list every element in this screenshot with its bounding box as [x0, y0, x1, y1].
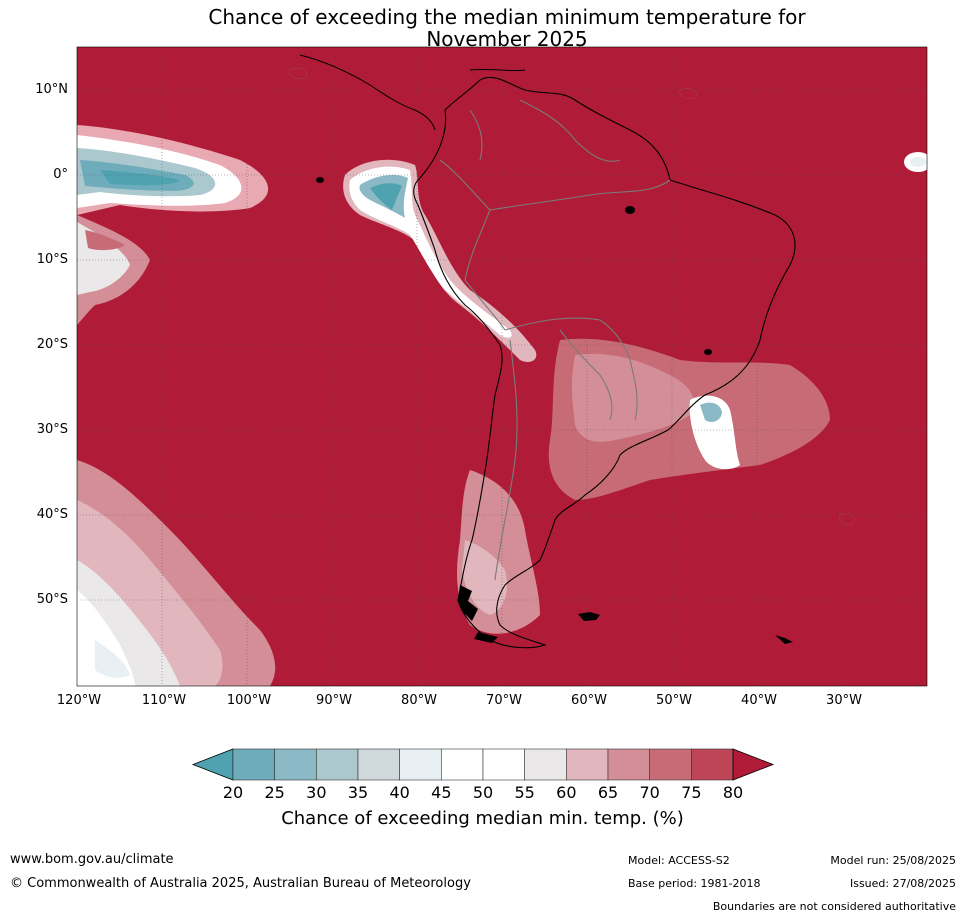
colorbar-title: Chance of exceeding median min. temp. (%… [281, 808, 684, 829]
colorbar-cell [316, 748, 359, 781]
coastal-peru-anomaly [343, 159, 537, 362]
lon-label-30w: 30°W [826, 693, 862, 708]
model-name: Model: ACCESS-S2 [628, 854, 730, 867]
boundary-disclaimer: Boundaries are not considered authoritat… [712, 900, 956, 913]
lon-label-40w: 40°W [741, 693, 777, 708]
colorbar-cell [566, 748, 609, 781]
colorbar-cell [232, 748, 275, 781]
colorbar-tick-label: 40 [389, 783, 410, 802]
base-period: Base period: 1981-2018 [628, 877, 761, 890]
colorbar-cell [399, 748, 442, 781]
south-america-coastline [413, 76, 796, 649]
map-frame [76, 46, 928, 687]
colorbar-tick-label: 45 [431, 783, 452, 802]
lat-label-0: 0° [53, 167, 68, 182]
colorbar-arrow-low [191, 748, 234, 781]
chart-title-line-2: November 2025 [426, 27, 588, 51]
falkland-islands [578, 612, 600, 621]
lat-label-20s: 20°S [36, 337, 68, 352]
colorbar-tick-label: 35 [347, 783, 369, 802]
colorbar-cell [357, 748, 400, 781]
colorbar-cell [649, 748, 692, 781]
colorbar-cell [607, 748, 650, 781]
equatorial-pacific-anomaly [77, 125, 269, 325]
colorbar-cell [441, 748, 484, 781]
lon-label-90w: 90°W [316, 693, 352, 708]
lat-label-10s: 10°S [36, 252, 68, 267]
colorbar-cell [691, 748, 734, 781]
lat-label-30s: 30°S [36, 422, 68, 437]
colorbar-tick-label: 60 [556, 783, 577, 802]
lon-label-60w: 60°W [571, 693, 607, 708]
colorbar-cell [524, 748, 567, 781]
copyright-notice: © Commonwealth of Australia 2025, Austra… [10, 876, 471, 891]
colorbar-tick-label: 80 [722, 783, 744, 802]
chart-title-line-1: Chance of exceeding the median minimum t… [208, 5, 806, 29]
website-url[interactable]: www.bom.gov.au/climate [10, 852, 174, 867]
country-borders [439, 99, 671, 581]
lat-label-50s: 50°S [36, 592, 68, 607]
colorbar-tick-label: 65 [597, 783, 619, 802]
colorbar-tick-label: 55 [514, 783, 535, 802]
colorbar-cell [274, 748, 317, 781]
forecast-map [76, 46, 928, 687]
lon-label-70w: 70°W [486, 693, 522, 708]
central-america-coastline [299, 54, 436, 131]
lon-label-80w: 80°W [401, 693, 437, 708]
colorbar-tick-label: 75 [681, 783, 702, 802]
colorbar-tick-label: 50 [472, 783, 494, 802]
southeast-pacific-anomaly [77, 460, 276, 686]
colorbar-arrow-high [732, 748, 775, 781]
lon-label-50w: 50°W [656, 693, 692, 708]
graticule [77, 47, 927, 686]
colorbar-tick-label: 20 [222, 783, 244, 802]
lon-label-120w: 120°W [56, 693, 102, 708]
model-run-date: Model run: 25/08/2025 [830, 854, 956, 867]
colorbar-tick-label: 25 [264, 783, 285, 802]
lon-label-100w: 100°W [226, 693, 272, 708]
colorbar-tick-label: 70 [639, 783, 660, 802]
issued-date: Issued: 27/08/2025 [849, 877, 956, 890]
lon-label-110w: 110°W [141, 693, 187, 708]
south-brazil-anomaly [548, 338, 830, 500]
colorbar-cell [482, 748, 525, 781]
colorbar-tick-label: 30 [306, 783, 327, 802]
lat-label-10n: 10°N [35, 82, 68, 97]
lat-label-40s: 40°S [36, 507, 68, 522]
